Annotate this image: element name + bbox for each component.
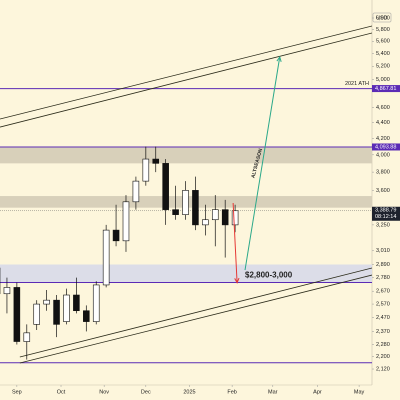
y-tick-label: 6,000 [376, 15, 390, 21]
y-tick-label: 4,000 [376, 152, 390, 158]
x-tick-label: Sep [12, 389, 22, 395]
level-label: 4,093.88 [375, 144, 396, 150]
level-label: 4,867.81 [375, 86, 396, 92]
y-tick-label: 5,600 [376, 39, 390, 45]
candle-body [172, 209, 179, 215]
candle-body [182, 190, 189, 215]
arrow [232, 202, 238, 283]
candle-body [192, 190, 199, 226]
y-tick-label: 4,600 [376, 105, 390, 111]
trendline [0, 32, 372, 128]
candle-body [33, 303, 40, 325]
trendline [19, 274, 372, 364]
y-tick-label: 5,400 [376, 51, 390, 57]
y-tick-label: 2,670 [376, 289, 390, 295]
candle-body [162, 163, 169, 210]
countdown: 08:12:14 [375, 214, 396, 220]
candle-body [122, 201, 130, 242]
currency: USD [376, 15, 388, 21]
x-tick-label: Oct [57, 389, 66, 395]
price-tag [372, 206, 400, 221]
candle-body [92, 284, 100, 322]
candle-body [211, 209, 219, 221]
arrow-head [234, 277, 240, 284]
x-tick-label: 2025 [183, 389, 195, 395]
y-tick-label: 5,800 [376, 27, 390, 33]
y-tick-label: 4,400 [376, 120, 390, 126]
y-tick-label: 2,280 [376, 342, 390, 348]
y-tick-label: 2,370 [376, 329, 390, 335]
y-tick-label: 4,200 [376, 136, 390, 142]
candle-body [132, 180, 140, 203]
zone [0, 146, 372, 164]
candle-body [142, 158, 150, 182]
candle-body [3, 287, 11, 295]
arrow [244, 56, 281, 271]
candle-body [13, 287, 21, 342]
candle-body [83, 310, 90, 322]
y-tick-label: 3,800 [376, 170, 390, 176]
candle-body [112, 229, 120, 242]
x-tick-label: May [354, 389, 365, 395]
currency-box [372, 12, 392, 23]
candle-body [202, 219, 209, 226]
candle-body [152, 158, 160, 164]
level-tag [372, 85, 400, 93]
y-tick-label: 2,780 [376, 275, 390, 281]
x-tick-label: Dec [141, 389, 151, 395]
y-tick-label: 3,010 [376, 248, 390, 254]
trendline [0, 25, 372, 120]
x-tick-label: Feb [227, 389, 236, 395]
y-tick-label: 2,120 [376, 366, 390, 372]
price-label: 3,388.79 [375, 208, 396, 214]
y-tick-label: 5,000 [376, 77, 390, 83]
y-tick-label: 3,600 [376, 188, 390, 194]
candle-body [23, 332, 31, 342]
candle-body [221, 209, 229, 226]
y-tick-label: 2,570 [376, 302, 390, 308]
candle-body [43, 299, 50, 305]
level-name: 2021 ATH [345, 81, 369, 87]
x-tick-label: Apr [313, 389, 322, 395]
arrow-head [276, 55, 282, 62]
y-tick-label: 2,470 [376, 315, 390, 321]
candle-body [231, 210, 239, 226]
level-tag [372, 143, 400, 151]
y-tick-label: 5,200 [376, 64, 390, 70]
x-tick-label: Mar [268, 389, 278, 395]
annotation: $2,800-3,000 [245, 270, 293, 279]
y-tick-label: 3,250 [376, 222, 390, 228]
y-tick-label: 2,200 [376, 354, 390, 360]
candle-body [102, 229, 110, 286]
plot-area: ALTSEASON$2,800-3,000 [0, 25, 372, 364]
y-tick-label: 2,890 [376, 262, 390, 268]
trendline [19, 267, 372, 358]
x-tick-label: Nov [99, 389, 109, 395]
candle-body [63, 294, 70, 322]
candle-body [53, 299, 60, 325]
zone [0, 264, 372, 283]
candle-body [73, 294, 80, 312]
